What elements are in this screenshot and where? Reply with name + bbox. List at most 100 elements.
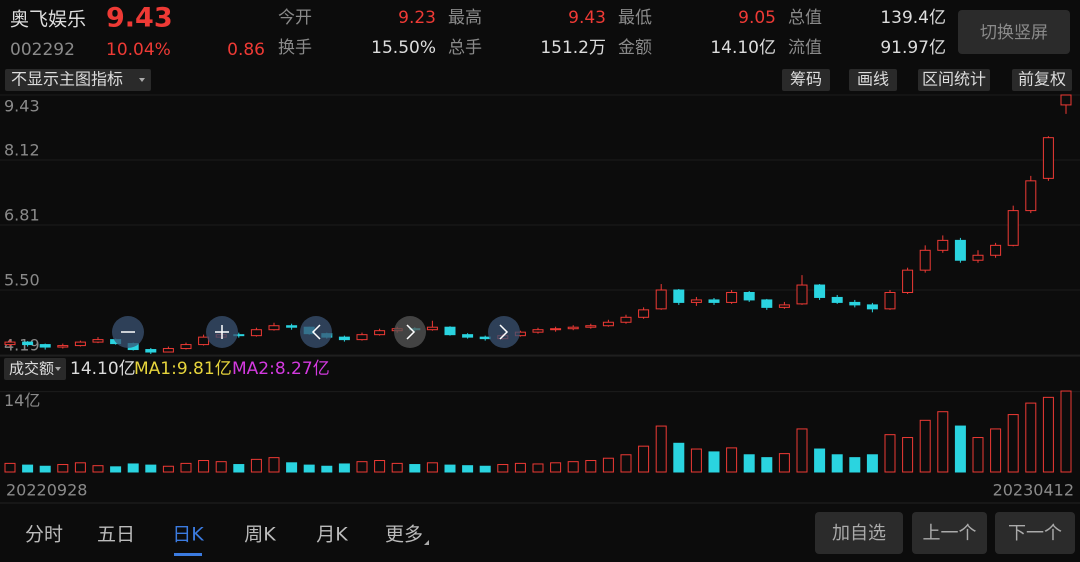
rotate-label[interactable]: 切换竖屏 (980, 23, 1048, 43)
candle-body (479, 336, 491, 340)
tab[interactable]: 五日 (97, 524, 135, 546)
tool-button[interactable] (782, 69, 830, 91)
tab[interactable]: 周K (244, 524, 276, 546)
volume-bar (39, 465, 51, 473)
candle-body (972, 254, 984, 261)
tab[interactable]: 更多 (385, 524, 423, 546)
volume-bar (585, 460, 597, 473)
more-icon (424, 540, 429, 545)
volume-bar (303, 464, 315, 473)
tool-label[interactable]: 区间统计 (922, 70, 986, 89)
action-label[interactable]: 上一个 (923, 523, 977, 544)
candle-body (902, 269, 914, 293)
volume-label[interactable]: 成交额 (9, 360, 54, 378)
candle-body (919, 249, 931, 271)
candle-body (866, 304, 878, 310)
candle-body (567, 326, 579, 330)
stat-value: 91.97亿 (880, 38, 946, 58)
volume-bar (391, 462, 403, 473)
tool-label[interactable]: 画线 (857, 70, 889, 89)
tool-button[interactable] (1012, 69, 1072, 91)
scroll-right[interactable] (394, 316, 426, 348)
volume-bar (796, 428, 808, 473)
volume-bar (409, 464, 421, 473)
action-button[interactable] (995, 512, 1075, 554)
volume-bar (866, 454, 878, 473)
action-button[interactable] (912, 512, 987, 554)
stat-label: 总手 (448, 38, 482, 58)
volume-bar (321, 465, 333, 473)
candle-body (602, 321, 614, 327)
candle-body (338, 336, 350, 341)
action-label[interactable]: 加自选 (832, 523, 886, 544)
volume-bar (567, 461, 579, 473)
candle-body (39, 344, 51, 348)
dropdown-icon (139, 78, 145, 82)
indicator-select[interactable] (5, 69, 151, 91)
volume-bar (849, 457, 861, 473)
tab[interactable]: 月K (316, 524, 348, 546)
stat-label: 总值 (788, 8, 822, 28)
volume-bar (1042, 396, 1054, 473)
candle-body (690, 299, 702, 303)
candle-body (796, 284, 808, 305)
volume-bar (708, 451, 720, 473)
tool-label[interactable]: 筹码 (790, 70, 822, 89)
candle-body (673, 289, 685, 303)
candle-body (937, 239, 949, 251)
y-tick-label: 4.19 (4, 336, 40, 355)
volume-bar (620, 454, 632, 473)
volume-now: 14.10亿 (70, 359, 136, 379)
candle-body (990, 244, 1002, 256)
volume-bar (814, 448, 826, 473)
tool-button[interactable] (918, 69, 990, 91)
candle-body (92, 339, 104, 343)
date-start: 20220928 (6, 481, 87, 500)
candle-body (743, 291, 755, 301)
volume-bar (250, 458, 262, 473)
rotate-button[interactable] (958, 10, 1070, 54)
volume-bar (990, 428, 1002, 473)
volume-bar (673, 442, 685, 473)
candle-body (1007, 210, 1019, 246)
v-tick-label: 14亿 (4, 391, 40, 410)
volume-bar (4, 462, 16, 473)
candle-body (954, 239, 966, 261)
indicator-label[interactable]: 不显示主图指标 (11, 70, 123, 89)
volume-bar (444, 464, 456, 473)
tab[interactable]: 分时 (25, 524, 63, 546)
candle-body (426, 326, 438, 331)
volume-bar (1060, 390, 1072, 473)
y-tick-label: 8.12 (4, 141, 40, 160)
icon (499, 324, 509, 340)
y-tick-label: 6.81 (4, 206, 40, 225)
tool-label[interactable]: 前复权 (1018, 70, 1066, 89)
volume-bar (550, 462, 562, 473)
volume-bar (638, 445, 650, 473)
date-end: 20230412 (993, 481, 1074, 500)
scroll-left[interactable] (300, 316, 332, 348)
action-button[interactable] (815, 512, 903, 554)
dropdown-icon (55, 367, 61, 371)
stat-label: 最低 (618, 8, 652, 28)
volume-select[interactable] (4, 358, 66, 380)
volume-bar (972, 437, 984, 473)
scroll-end[interactable] (488, 316, 520, 348)
volume-bar (954, 425, 966, 473)
volume-bar (110, 466, 122, 473)
icon (406, 324, 416, 340)
candle-body (356, 334, 368, 341)
tab[interactable]: 日K (172, 524, 204, 546)
ma2: MA2:8.27亿 (232, 359, 330, 379)
candle-body (286, 325, 298, 328)
stat-value: 139.4亿 (880, 8, 946, 28)
action-label[interactable]: 下一个 (1008, 523, 1062, 544)
tool-button[interactable] (849, 69, 897, 91)
change-pct: 10.04% (106, 40, 171, 60)
volume-bar (74, 462, 86, 473)
candle-body (831, 296, 843, 303)
candle-body (22, 341, 34, 346)
stat-label: 最高 (448, 8, 482, 28)
chart-controls (112, 316, 520, 348)
candle-body (444, 326, 456, 336)
